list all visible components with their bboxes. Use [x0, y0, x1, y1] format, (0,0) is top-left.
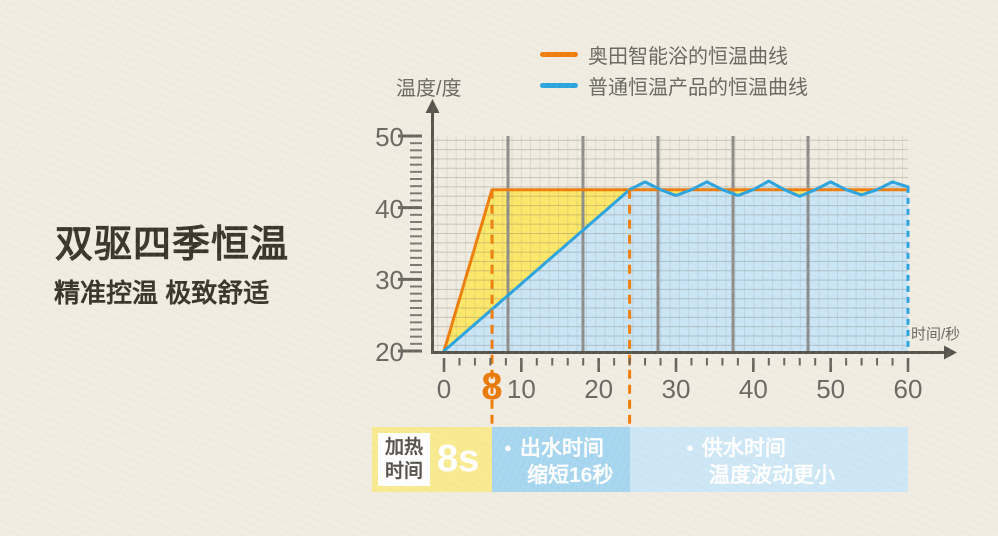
heating-time-label-box: 加热 时间 [378, 433, 430, 486]
y-tick-label-50: 50 [375, 121, 404, 152]
x-axis-title: 时间/秒 [911, 326, 961, 343]
ordinary-curve [442, 179, 910, 353]
legend-label-ordinary: 普通恒温产品的恒温曲线 [588, 76, 808, 99]
water-out-line2: 缩短16秒 [527, 464, 614, 487]
callout-bar: 加热 时间 8s ● 出水时间 缩短16秒 ● 供水时间 温度波动更小 [372, 427, 908, 492]
x-axis-ruler [442, 358, 910, 372]
y-axis-title: 温度/度 [396, 78, 462, 100]
heating-time-value: 8s [437, 438, 480, 480]
heating-label-line1: 加热 [384, 436, 423, 458]
y-tick-label-40: 40 [375, 193, 404, 224]
legend-item-ordinary: 普通恒温产品的恒温曲线 [540, 73, 808, 99]
heating-label-line2: 时间 [384, 460, 423, 482]
water-supply-line1: 供水时间 [701, 437, 786, 460]
bullet-icon: ● [686, 440, 694, 455]
page-subtitle: 精准控温 极致舒适 [54, 278, 270, 308]
x-tick-label-10: 10 [506, 374, 536, 404]
axes [425, 99, 957, 360]
callout-water-supply: ● 供水时间 温度波动更小 [630, 427, 908, 492]
bullet-icon: ● [504, 440, 512, 455]
water-out-line1: 出水时间 [519, 437, 604, 460]
water-supply-line2: 温度波动更小 [709, 464, 835, 487]
fine-grid [433, 136, 908, 353]
legend-line-ordinary-icon [540, 82, 578, 88]
legend-label-okuda: 奥田智能浴的恒温曲线 [588, 45, 788, 68]
legend-line-okuda-icon [540, 51, 578, 57]
okuda-curve [442, 188, 908, 352]
x-tick-label-0: 0 [436, 374, 452, 404]
x-tick-label-8: 8 [481, 366, 503, 408]
legend-item-okuda: 奥田智能浴的恒温曲线 [540, 42, 788, 68]
x-tick-label-60: 60 [893, 374, 923, 404]
vertical-reference-lines [506, 136, 810, 352]
callout-heating-time: 加热 时间 8s [372, 427, 492, 492]
x-tick-label-20: 20 [584, 374, 614, 404]
x-tick-label-40: 40 [738, 374, 768, 404]
y-tick-label-20: 20 [375, 337, 404, 367]
y-axis-ruler [398, 134, 422, 353]
x-tick-label-30: 30 [661, 374, 691, 404]
callout-water-out-time: ● 出水时间 缩短16秒 [492, 427, 630, 492]
page-title: 双驱四季恒温 [55, 224, 290, 266]
x-tick-label-50: 50 [816, 374, 846, 404]
y-tick-label-30: 30 [375, 265, 404, 296]
